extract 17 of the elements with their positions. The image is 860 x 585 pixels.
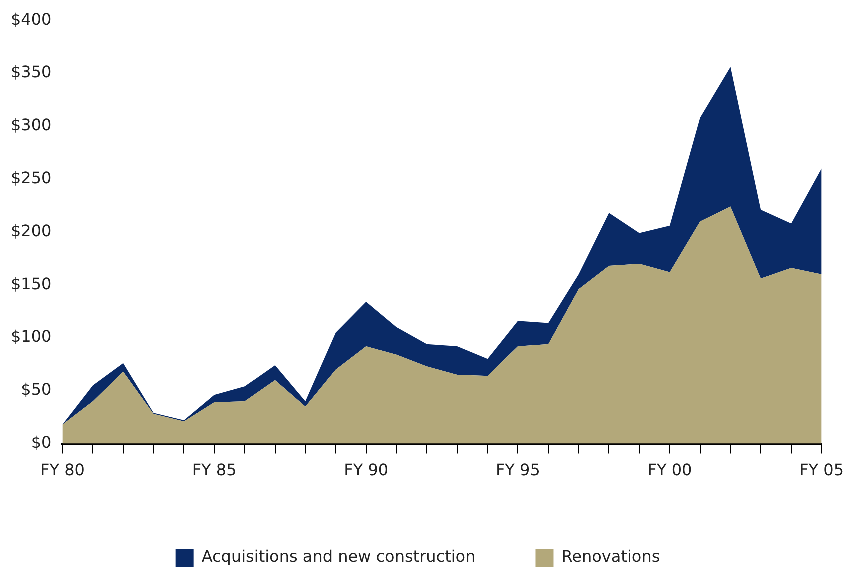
x-tick-label: FY 05 [800, 460, 844, 480]
x-tick-label: FY 00 [648, 460, 692, 480]
legend-label: Renovations [562, 547, 660, 566]
y-tick-label: $0 [31, 432, 52, 452]
y-tick-label: $150 [11, 274, 52, 294]
y-tick-label: $250 [11, 168, 52, 188]
y-tick-label: $350 [11, 62, 52, 82]
x-tick-label: FY 95 [496, 460, 540, 480]
y-tick-label: $200 [11, 221, 52, 240]
x-tick-label: FY 80 [40, 460, 85, 480]
x-tick-label: FY 90 [344, 460, 389, 480]
y-tick-label: $400 [11, 10, 52, 29]
y-tick-label: $300 [11, 116, 52, 135]
y-tick-label: $100 [11, 327, 52, 346]
y-tick-label: $50 [21, 380, 52, 400]
legend-label: Acquisitions and new construction [202, 547, 476, 566]
x-tick-label: FY 85 [192, 460, 237, 480]
